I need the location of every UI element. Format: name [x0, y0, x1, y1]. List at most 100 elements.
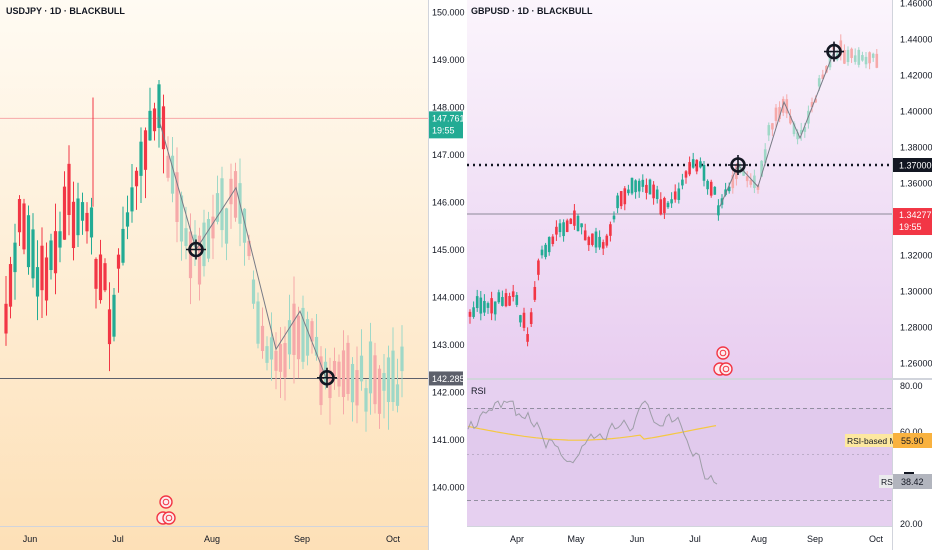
gbpusd-candle-body — [537, 260, 540, 275]
gbpusd-candle-body — [630, 177, 634, 194]
rsi-title[interactable]: RSI — [471, 386, 486, 396]
gbpusd-candles — [468, 34, 879, 347]
usdjpy-pivot-target-icon — [317, 367, 337, 388]
usdjpy-candle-body — [8, 264, 13, 307]
gbpusd-candle-body — [796, 132, 799, 140]
gbpusd-price-markers: 1.37000 1.34277 19:55 — [893, 158, 932, 236]
usdjpy-candle-body — [355, 370, 359, 406]
usdjpy-candles — [4, 79, 404, 432]
usdjpy-candle-body — [58, 231, 62, 248]
usdjpy-candle-body — [233, 171, 238, 218]
gbpusd-candle-body — [529, 312, 533, 324]
gbpusd-price-tick: 1.46000 — [900, 0, 932, 9]
gbpusd-pivot-target-icon — [728, 155, 748, 175]
usdjpy-price-tick: 148.000 — [432, 103, 465, 113]
gbpusd-candle-body — [850, 48, 853, 58]
usdjpy-candle-body — [260, 325, 265, 351]
usdjpy-candle-body — [287, 320, 292, 355]
usdjpy-candle-body — [229, 178, 233, 205]
usdjpy-candle-body — [71, 201, 76, 249]
usdjpy-candle-body — [35, 267, 40, 297]
gbpusd-candle-body — [695, 159, 699, 172]
usdjpy-event-flag-icon[interactable] — [156, 495, 176, 525]
rsi-pane: RSI 80.00 60.00 20.00 RSI-based MA 55.90… — [467, 381, 932, 529]
usdjpy-candle-body — [139, 141, 143, 176]
gbpusd-candle-body — [789, 116, 792, 124]
gbpusd-symbol-label[interactable]: GBPUSD · 1D · BLACKBULL — [471, 6, 593, 16]
gbpusd-price-scale[interactable]: 1.46000 1.44000 1.42000 1.40000 1.38000 1.360… — [900, 0, 932, 369]
usdjpy-candle-body — [247, 240, 251, 257]
gbpusd-time-label: Apr — [510, 534, 524, 544]
gbpusd-candle-body — [853, 55, 857, 62]
gbpusd-candle-body — [659, 199, 663, 215]
usdjpy-candle-body — [256, 301, 260, 344]
usdjpy-candle-body — [98, 254, 103, 301]
usdjpy-candle-body — [364, 388, 368, 412]
gbpusd-candle-body — [533, 286, 537, 300]
gbpusd-current-marker-price: 1.34277 — [899, 210, 932, 220]
gbpusd-pivot-target-icon — [824, 41, 844, 62]
gbpusd-zigzag — [719, 41, 844, 207]
usdjpy-candle-body — [4, 303, 8, 334]
gbpusd-candle-body — [641, 179, 645, 187]
usdjpy-candle-body — [13, 242, 17, 273]
usdjpy-candle-body — [314, 336, 319, 356]
gbpusd-time-label: Sep — [807, 534, 823, 544]
usdjpy-price-scale[interactable]: 150.000 149.000 148.000 147.000 146.000 145.0… — [432, 8, 465, 493]
gbpusd-candle-body — [699, 161, 702, 168]
gbpusd-candle-body — [616, 195, 619, 209]
gbpusd-level-lines — [467, 163, 892, 215]
usdjpy-candle-body — [251, 279, 256, 304]
usdjpy-candle-body — [85, 212, 89, 232]
gbpusd-candle-body — [875, 53, 879, 68]
rsi-ma-line — [467, 425, 717, 441]
usdjpy-candle-body — [62, 186, 67, 240]
usdjpy-candle-body — [215, 193, 220, 222]
usdjpy-candle-body — [202, 222, 206, 267]
gbpusd-current-marker-countdown: 19:55 — [899, 222, 922, 232]
usdjpy-candle-body — [17, 199, 22, 233]
usdjpy-candle-body — [44, 257, 49, 301]
usdjpy-price-tick: 141.000 — [432, 435, 465, 445]
gbpusd-time-label: Oct — [869, 534, 884, 544]
gbpusd-candle-body — [645, 184, 648, 193]
gbpusd-candle-body — [814, 98, 817, 103]
usdjpy-candle-body — [184, 228, 188, 246]
usdjpy-candle-body — [76, 198, 80, 236]
gbpusd-candle-body — [843, 50, 846, 64]
gbpusd-candle-body — [558, 223, 562, 233]
usdjpy-candle-body — [341, 350, 346, 397]
usdjpy-price-tick: 145.000 — [432, 245, 465, 255]
usdjpy-panel: USDJPY · 1D · BLACKBULL 150.000 149.000 14… — [0, 0, 465, 550]
gbpusd-candle-body — [468, 311, 472, 317]
rsi-tick-20: 20.00 — [900, 519, 923, 529]
usdjpy-symbol-label[interactable]: USDJPY · 1D · BLACKBULL — [6, 6, 125, 16]
usdjpy-candle-body — [170, 155, 175, 194]
usdjpy-candle-body — [22, 203, 26, 250]
usdjpy-candle-body — [157, 84, 161, 128]
gbpusd-candle-body — [612, 215, 616, 220]
gbpusd-candle-body — [619, 191, 623, 207]
usdjpy-zigzag — [157, 116, 337, 388]
usdjpy-time-scale[interactable]: Jun Jul Aug Sep Oct — [23, 534, 401, 544]
gbpusd-event-flag-icon[interactable] — [713, 346, 733, 376]
gbpusd-candle-body — [706, 180, 709, 190]
usdjpy-candle-body — [152, 108, 157, 132]
gbpusd-candle-body — [627, 189, 630, 194]
gbpusd-candle-body — [792, 123, 796, 135]
gbpusd-candle-body — [738, 166, 742, 174]
gbpusd-candle-body — [756, 185, 760, 190]
gbpusd-candle-body — [868, 52, 871, 64]
usdjpy-candle-body — [107, 309, 112, 345]
rsi-value-box — [893, 474, 932, 489]
gbpusd-time-scale[interactable]: Apr May Jun Jul Aug Sep Oct — [510, 534, 884, 544]
usdjpy-candle-body — [368, 341, 373, 394]
gbpusd-candle-body — [717, 205, 720, 216]
usdjpy-candle-body — [224, 208, 229, 244]
rsi-line — [467, 400, 718, 485]
usdjpy-candle-body — [323, 361, 328, 386]
gbpusd-level-marker-box — [893, 158, 932, 172]
usdjpy-candle-body — [206, 218, 211, 259]
gbpusd-candle-body — [522, 312, 526, 328]
